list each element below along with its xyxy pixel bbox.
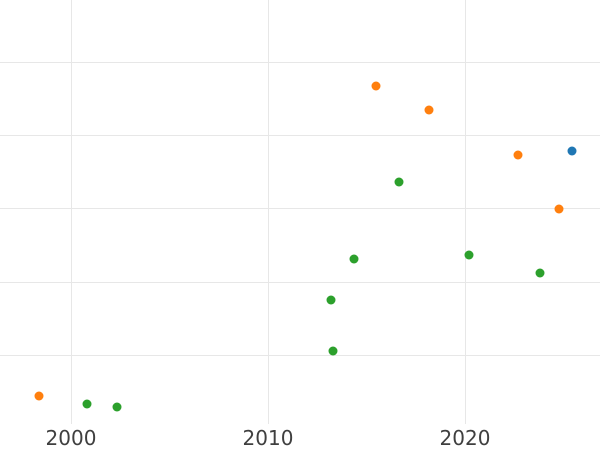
vertical-gridline [268, 0, 269, 424]
orange-series-point [513, 150, 523, 160]
plot-area [0, 0, 600, 424]
horizontal-gridline [0, 62, 600, 63]
x-tick-label-2010: 2010 [242, 426, 294, 450]
x-tick-label-2020: 2020 [439, 426, 491, 450]
green-series-point [326, 295, 336, 305]
green-series-point [112, 402, 122, 412]
green-series-point [535, 268, 545, 278]
horizontal-gridline [0, 355, 600, 356]
orange-series-point [554, 204, 564, 214]
orange-series-point [371, 81, 381, 91]
green-series-point [349, 254, 359, 264]
horizontal-gridline [0, 135, 600, 136]
green-series-point [394, 177, 404, 187]
orange-series-point [424, 105, 434, 115]
blue-series-point [567, 146, 577, 156]
horizontal-gridline [0, 282, 600, 283]
green-series-point [328, 346, 338, 356]
green-series-point [82, 399, 92, 409]
green-series-point [464, 250, 474, 260]
horizontal-gridline [0, 208, 600, 209]
orange-series-point [34, 391, 44, 401]
x-tick-label-2000: 2000 [45, 426, 97, 450]
vertical-gridline [465, 0, 466, 424]
vertical-gridline [71, 0, 72, 424]
